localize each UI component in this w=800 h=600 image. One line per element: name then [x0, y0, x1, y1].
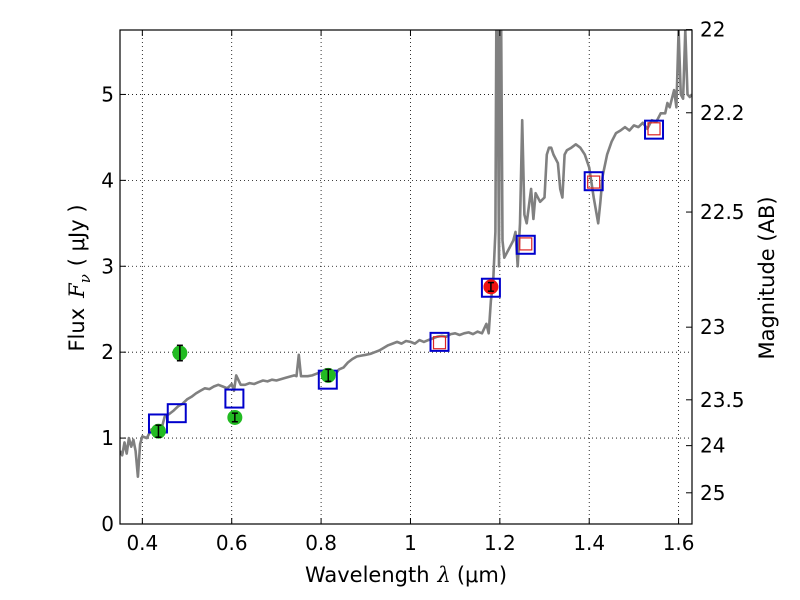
x-tick-label: 1.4	[573, 531, 605, 555]
y2-tick-label: 22.5	[700, 200, 745, 224]
y-tick-label: 3	[101, 254, 114, 278]
y-tick-label: 2	[101, 340, 114, 364]
x-tick-label: 0.4	[126, 531, 158, 555]
y2-tick-label: 25	[700, 481, 725, 505]
y2-axis-title: Magnitude (AB)	[755, 196, 779, 359]
x-tick-label: 1	[404, 531, 417, 555]
synthetic-point	[224, 388, 245, 409]
synthetic-point	[515, 234, 536, 255]
y-tick-label: 0	[101, 512, 114, 536]
synthetic-point	[480, 277, 501, 298]
synthetic-point	[429, 331, 450, 352]
nir-point	[587, 175, 601, 189]
y-tick-label: 4	[101, 168, 114, 192]
nir-point	[647, 122, 661, 136]
y-tick-label: 1	[101, 426, 114, 450]
y2-tick-label: 24	[700, 434, 725, 458]
y2-tick-label: 23.5	[700, 388, 745, 412]
synthetic-point	[166, 403, 187, 424]
ticks: 0.4 0.6 0.8 1 1.2 1.4 1.60123452222.222.52323.…	[101, 18, 744, 555]
synthetic-point	[583, 171, 604, 192]
synthetic-point	[644, 119, 665, 140]
y2-tick-label: 22.2	[700, 101, 745, 125]
x-axis-title: Wavelength λ (μm)	[305, 563, 507, 587]
y-tick-label: 5	[101, 82, 114, 106]
y2-tick-label: 23	[700, 315, 725, 339]
x-tick-label: 0.6	[216, 531, 248, 555]
nir-point	[432, 336, 447, 350]
plot-area	[120, 30, 692, 478]
y-axis-title: FluxFν( μJy )	[65, 204, 94, 351]
y2-tick-label: 22	[700, 18, 725, 42]
x-tick-label: 0.8	[305, 531, 337, 555]
x-tick-label: 1.6	[663, 531, 695, 555]
plot-frame	[119, 29, 693, 525]
x-tick-label: 1.2	[484, 531, 516, 555]
nir-point	[519, 237, 533, 251]
